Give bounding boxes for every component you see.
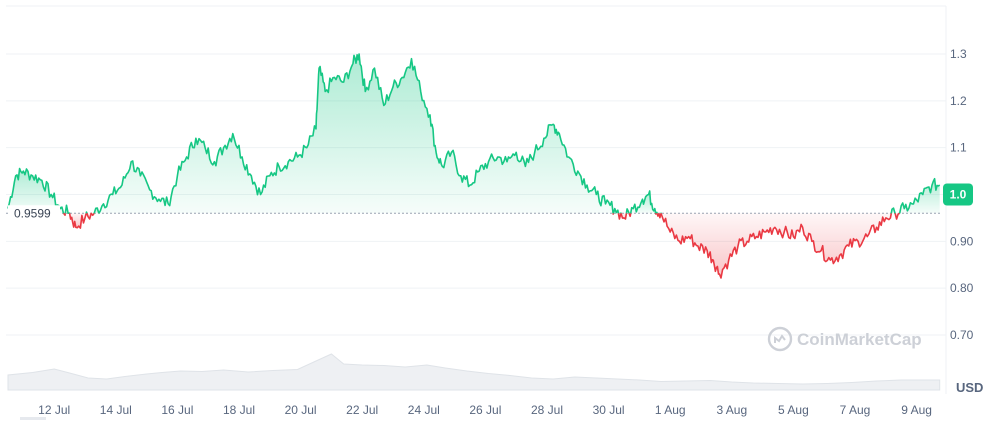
y-tick-label: 0.80 (950, 281, 974, 295)
x-tick-label: 18 Jul (223, 403, 255, 417)
coinmarketcap-logo-icon (767, 326, 793, 352)
x-tick-label: 7 Aug (840, 403, 871, 417)
line-above-baseline (890, 207, 896, 214)
y-tick-label: 0.90 (950, 234, 974, 248)
line-above-baseline (64, 204, 71, 214)
area-above-baseline (8, 168, 64, 214)
y-tick-label: 1.2 (950, 94, 967, 108)
line-above-baseline (7, 167, 65, 214)
line-above-baseline (93, 207, 100, 214)
x-tick-label: 20 Jul (285, 403, 317, 417)
x-tick-label: 3 Aug (716, 403, 747, 417)
line-below-baseline (894, 212, 901, 220)
volume-area (7, 353, 941, 391)
x-tick-label: 5 Aug (778, 403, 809, 417)
line-above-baseline (612, 207, 620, 214)
line-below-baseline (86, 212, 95, 220)
x-tick-label: 1 Aug (655, 403, 686, 417)
watermark: CoinMarketCap (767, 326, 922, 352)
line-below-baseline (628, 213, 632, 218)
x-tick-label: 14 Jul (100, 403, 132, 417)
x-tick-label: 30 Jul (593, 403, 625, 417)
line-below-baseline (62, 212, 67, 216)
area-below-baseline (661, 213, 892, 278)
line-above-baseline (98, 53, 614, 214)
baseline-label: 0.9599 (14, 206, 51, 220)
volume-series (7, 353, 941, 391)
line-above-baseline (898, 177, 941, 214)
area-above-baseline (98, 54, 614, 214)
x-axis-ticks: 12 Jul 14 Jul 16 Jul 18 Jul 20 Jul 22 Jul 24 J… (38, 403, 932, 417)
x-tick-label: 9 Aug (901, 403, 932, 417)
line-below-baseline (617, 213, 622, 220)
current-price-label: 1.0 (950, 188, 967, 202)
line-above-baseline (655, 211, 658, 214)
y-tick-label: 1.3 (950, 47, 967, 61)
x-tick-label: 16 Jul (161, 403, 193, 417)
current-price-tag: 1.0 (943, 183, 973, 206)
price-area (8, 54, 940, 278)
x-tick-label: 28 Jul (531, 403, 563, 417)
x-tick-label: 24 Jul (408, 403, 440, 417)
line-above-baseline (85, 211, 88, 214)
line-above-baseline (625, 208, 630, 214)
price-line (7, 53, 941, 279)
y-tick-label: 0.70 (950, 328, 974, 342)
line-below-baseline (656, 213, 662, 219)
line-below-baseline (654, 212, 657, 215)
line-below-baseline (68, 213, 87, 229)
watermark-text: CoinMarketCap (797, 330, 922, 349)
currency-label: USD (956, 380, 983, 395)
scroll-indicator (20, 417, 46, 420)
line-below-baseline (660, 213, 893, 279)
y-axis-ticks: 1.3 1.2 1.1 0.90 0.80 0.70 (950, 47, 974, 342)
line-below-baseline (620, 213, 628, 220)
x-tick-label: 12 Jul (38, 403, 70, 417)
line-above-baseline (629, 190, 657, 214)
x-tick-label: 26 Jul (469, 403, 501, 417)
y-tick-label: 1.1 (950, 141, 967, 155)
x-tick-label: 22 Jul (346, 403, 378, 417)
baseline-tag: 0.9599 (8, 205, 60, 222)
